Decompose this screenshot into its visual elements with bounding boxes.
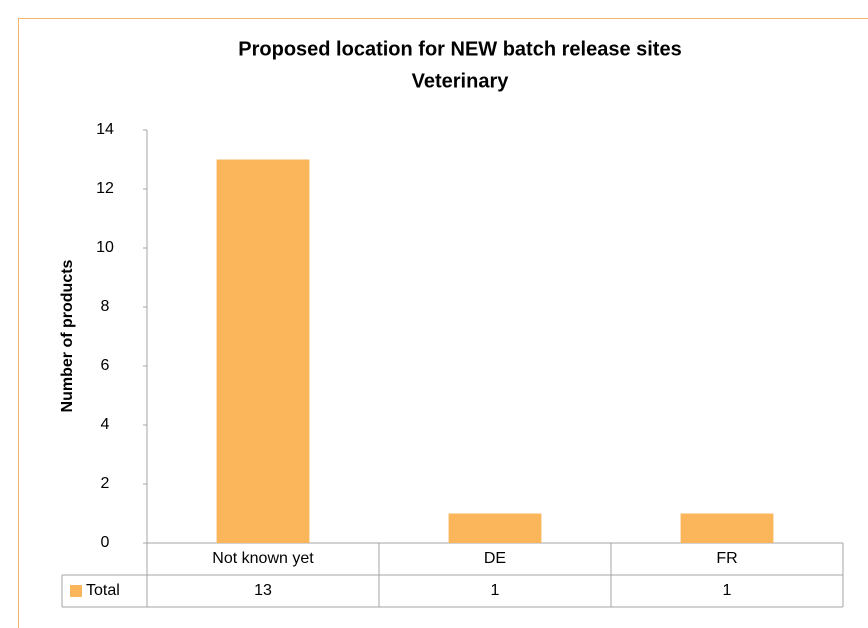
bar: [216, 159, 310, 543]
y-tick-label: 8: [101, 298, 110, 315]
y-axis-title: Number of products: [59, 259, 76, 412]
table-value: 13: [254, 582, 272, 599]
bar: [680, 513, 774, 543]
legend-swatch: [70, 585, 82, 597]
table-value: 1: [723, 582, 732, 599]
x-tick-label: FR: [716, 550, 737, 567]
table-value: 1: [491, 582, 500, 599]
y-tick-label: 10: [96, 239, 114, 256]
y-tick-label: 2: [101, 475, 110, 492]
x-tick-label: Not known yet: [212, 550, 314, 567]
x-tick-label: DE: [484, 550, 506, 567]
chart-subtitle: Veterinary: [412, 70, 510, 92]
y-tick-label: 0: [101, 534, 110, 551]
y-tick-label: 12: [96, 180, 114, 197]
chart-title: Proposed location for NEW batch release …: [238, 38, 681, 60]
y-tick-label: 6: [101, 357, 110, 374]
y-tick-label: 14: [96, 121, 114, 138]
bar: [448, 513, 542, 543]
y-tick-label: 4: [101, 416, 110, 433]
legend-label: Total: [86, 582, 120, 599]
